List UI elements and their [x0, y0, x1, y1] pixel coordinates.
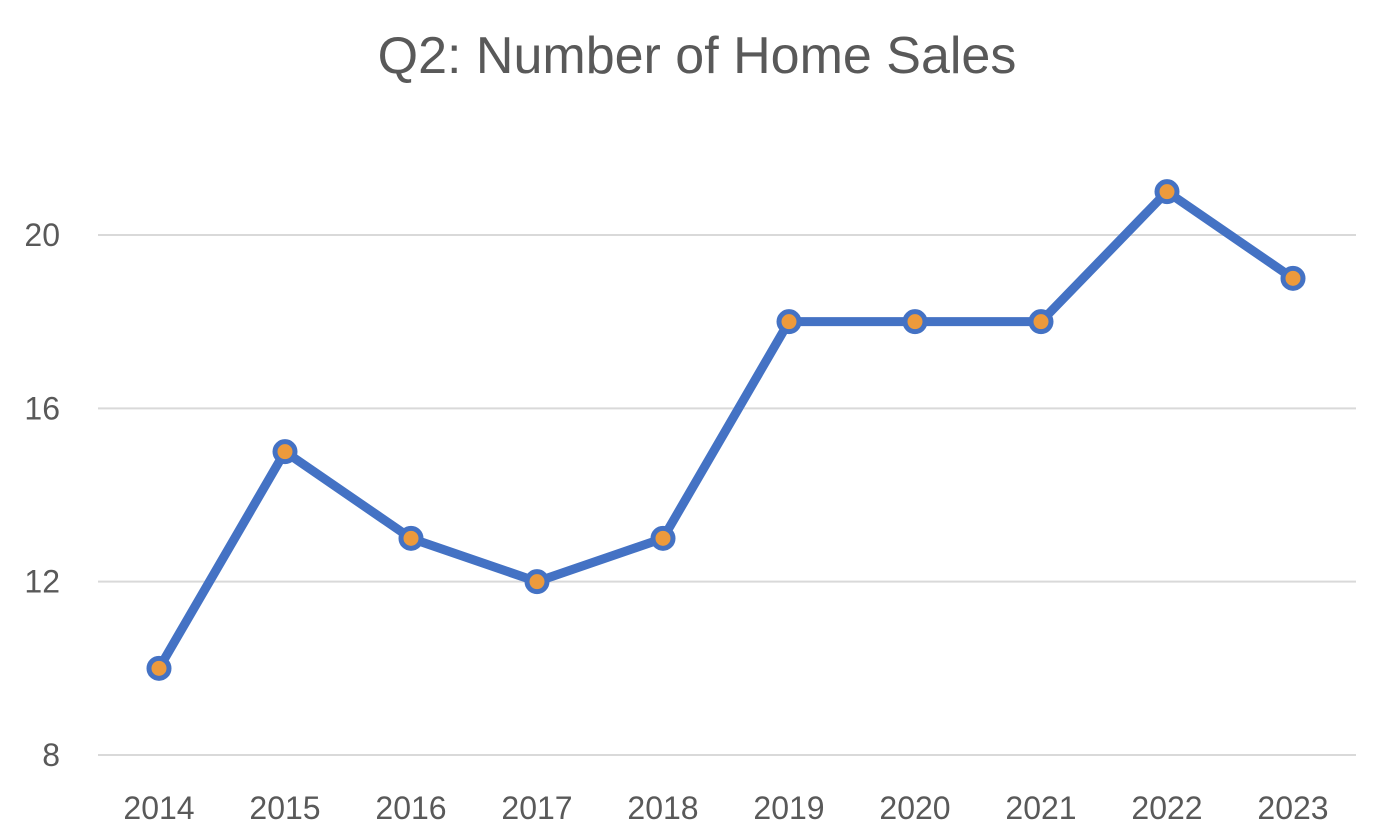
x-tick-label: 2019 — [753, 790, 824, 826]
x-tick-label: 2014 — [123, 790, 194, 826]
series-line — [154, 187, 1298, 673]
data-point-2021 — [1028, 309, 1054, 335]
x-tick-label: 2021 — [1005, 790, 1076, 826]
y-tick-label: 16 — [24, 390, 60, 426]
x-tick-label: 2023 — [1257, 790, 1328, 826]
data-point-2019 — [776, 309, 802, 335]
data-point-2023 — [1280, 265, 1306, 291]
data-point-2014 — [146, 655, 172, 681]
data-point-2018 — [650, 525, 676, 551]
x-tick-label: 2022 — [1131, 790, 1202, 826]
data-point-2017 — [524, 569, 550, 595]
y-axis-tick-labels: 8 12 16 20 — [24, 217, 60, 773]
x-tick-label: 2017 — [501, 790, 572, 826]
x-tick-label: 2018 — [627, 790, 698, 826]
chart-title: Q2: Number of Home Sales — [378, 27, 1017, 85]
y-tick-label: 12 — [24, 564, 60, 600]
x-tick-label: 2015 — [249, 790, 320, 826]
y-tick-label: 8 — [42, 737, 60, 773]
x-tick-label: 2016 — [375, 790, 446, 826]
data-point-2016 — [398, 525, 424, 551]
data-point-2020 — [902, 309, 928, 335]
y-tick-label: 20 — [24, 217, 60, 253]
x-axis-tick-labels: 2014 2015 2016 2017 2018 2019 2020 2021 2022 2023 — [123, 790, 1328, 826]
data-point-2015 — [272, 439, 298, 465]
gridlines — [98, 234, 1356, 756]
data-point-2022 — [1154, 179, 1180, 205]
x-tick-label: 2020 — [879, 790, 950, 826]
series-plot — [146, 179, 1306, 681]
